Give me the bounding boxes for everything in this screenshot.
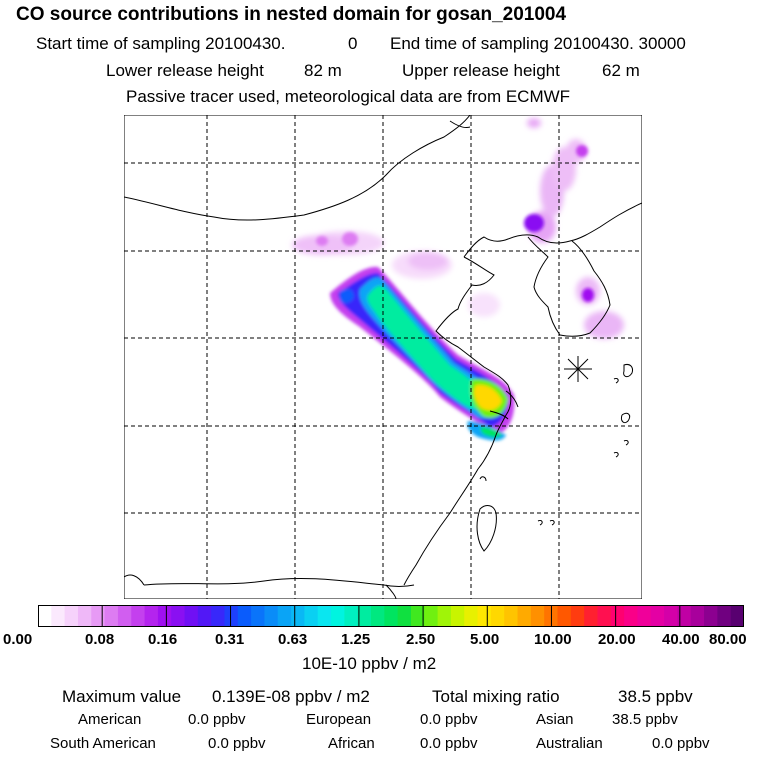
colorbar-swatch <box>517 605 532 627</box>
start-time-hour: 0 <box>348 34 358 53</box>
colorbar-unit: 10E-10 ppbv / m2 <box>302 654 437 673</box>
lower-release-label: Lower release height <box>106 61 264 80</box>
colorbar-swatch <box>251 605 265 627</box>
colorbar-swatch <box>464 605 479 627</box>
colorbar-swatch <box>637 605 652 627</box>
colorbar-swatch <box>357 605 372 627</box>
region-name: American <box>78 711 142 728</box>
colorbar-swatch <box>264 605 279 627</box>
total-mixing-label: Total mixing ratio <box>432 687 560 706</box>
region-name: Australian <box>536 735 603 752</box>
max-value: 0.139E-08 ppbv / m2 <box>212 687 370 706</box>
colorbar-swatch <box>704 605 718 627</box>
colorbar-swatch <box>397 605 412 627</box>
upper-release-label: Upper release height <box>402 61 560 80</box>
colorbar-swatch <box>131 605 146 627</box>
colorbar-swatch <box>530 605 545 627</box>
colorbar-frame <box>38 605 744 627</box>
region-value: 0.0 ppbv <box>420 735 478 752</box>
colorbar-swatch <box>291 605 305 627</box>
colorbar-swatch <box>211 605 225 627</box>
colorbar-swatch <box>504 605 519 627</box>
colorbar-label: 0.08 <box>85 631 115 648</box>
colorbar-swatch <box>664 605 678 627</box>
colorbar-label: 80.00 <box>709 631 747 648</box>
colorbar-swatch <box>317 605 332 627</box>
colorbar-swatch <box>557 605 572 627</box>
map-title: CO source contributions in nested domain… <box>16 4 567 25</box>
colorbar-swatch <box>224 605 239 627</box>
colorbar-swatch <box>197 605 212 627</box>
lower-release-value: 82 m <box>304 61 342 80</box>
colorbar-swatch <box>277 605 292 627</box>
colorbar-label: 0.31 <box>215 631 245 648</box>
colorbar-swatch <box>157 605 172 627</box>
region-name: European <box>306 711 372 728</box>
colorbar-swatch <box>650 605 665 627</box>
colorbar-swatch <box>410 605 425 627</box>
plume-spots <box>316 145 594 302</box>
start-time-label: Start time of sampling 20100430. <box>36 34 286 53</box>
colorbar-swatch <box>64 605 79 627</box>
colorbar-label: 2.50 <box>406 631 436 648</box>
colorbar-swatch <box>304 605 319 627</box>
tracer-note: Passive tracer used, meteorological data… <box>126 87 571 106</box>
colorbar-swatch <box>717 605 732 627</box>
colorbar-swatch <box>450 605 465 627</box>
colorbar-swatch <box>237 605 252 627</box>
colorbar-swatch <box>371 605 385 627</box>
colorbar-swatch <box>624 605 638 627</box>
colorbar-swatch <box>584 605 598 627</box>
colorbar-swatch <box>677 605 692 627</box>
colorbar-label: 0.63 <box>278 631 308 648</box>
colorbar-swatch <box>424 605 439 627</box>
max-value-label: Maximum value <box>62 687 182 706</box>
colorbar-swatch <box>597 605 612 627</box>
colorbar-swatch <box>384 605 399 627</box>
region-value: 0.0 ppbv <box>420 711 478 728</box>
colorbar-swatch <box>344 605 359 627</box>
total-mixing-value: 38.5 ppbv <box>618 687 693 706</box>
region-value: 0.0 ppbv <box>188 711 246 728</box>
coastlines <box>124 115 642 599</box>
colorbar-swatch <box>117 605 132 627</box>
colorbar-swatch <box>437 605 452 627</box>
colorbar-swatch <box>184 605 199 627</box>
colorbar-label: 10.00 <box>534 631 572 648</box>
colorbar-swatch <box>51 605 66 627</box>
map-panel <box>124 115 642 599</box>
colorbar-swatch <box>610 605 625 627</box>
colorbar-label: 0.16 <box>148 631 178 648</box>
colorbar-swatch <box>490 605 505 627</box>
colorbar-swatch <box>477 605 492 627</box>
colorbar-swatch <box>104 605 119 627</box>
colorbar-swatch <box>570 605 585 627</box>
colorbar-swatch <box>38 605 52 627</box>
receptor-star-icon <box>564 356 592 382</box>
region-value: 38.5 ppbv <box>612 711 678 728</box>
region-name: South American <box>50 735 156 752</box>
region-name: African <box>328 735 375 752</box>
colorbar-swatch <box>77 605 92 627</box>
colorbar-label: 40.00 <box>662 631 700 648</box>
colorbar-swatch <box>331 605 345 627</box>
colorbar-swatch <box>690 605 705 627</box>
colorbar-swatch <box>730 605 744 627</box>
colorbar-swatch <box>91 605 106 627</box>
colorbar-label: 20.00 <box>598 631 636 648</box>
region-value: 0.0 ppbv <box>208 735 266 752</box>
plume-main <box>330 266 515 441</box>
colorbar-swatch <box>171 605 186 627</box>
region-value: 0.0 ppbv <box>652 735 710 752</box>
colorbar-swatch <box>144 605 159 627</box>
upper-release-value: 62 m <box>602 61 640 80</box>
region-name: Asian <box>536 711 574 728</box>
end-time-label: End time of sampling 20100430. 30000 <box>390 34 686 53</box>
map-grid <box>124 115 642 599</box>
colorbar <box>38 605 744 627</box>
colorbar-label: 1.25 <box>341 631 371 648</box>
colorbar-label: 0.00 <box>3 631 33 648</box>
colorbar-label: 5.00 <box>470 631 500 648</box>
